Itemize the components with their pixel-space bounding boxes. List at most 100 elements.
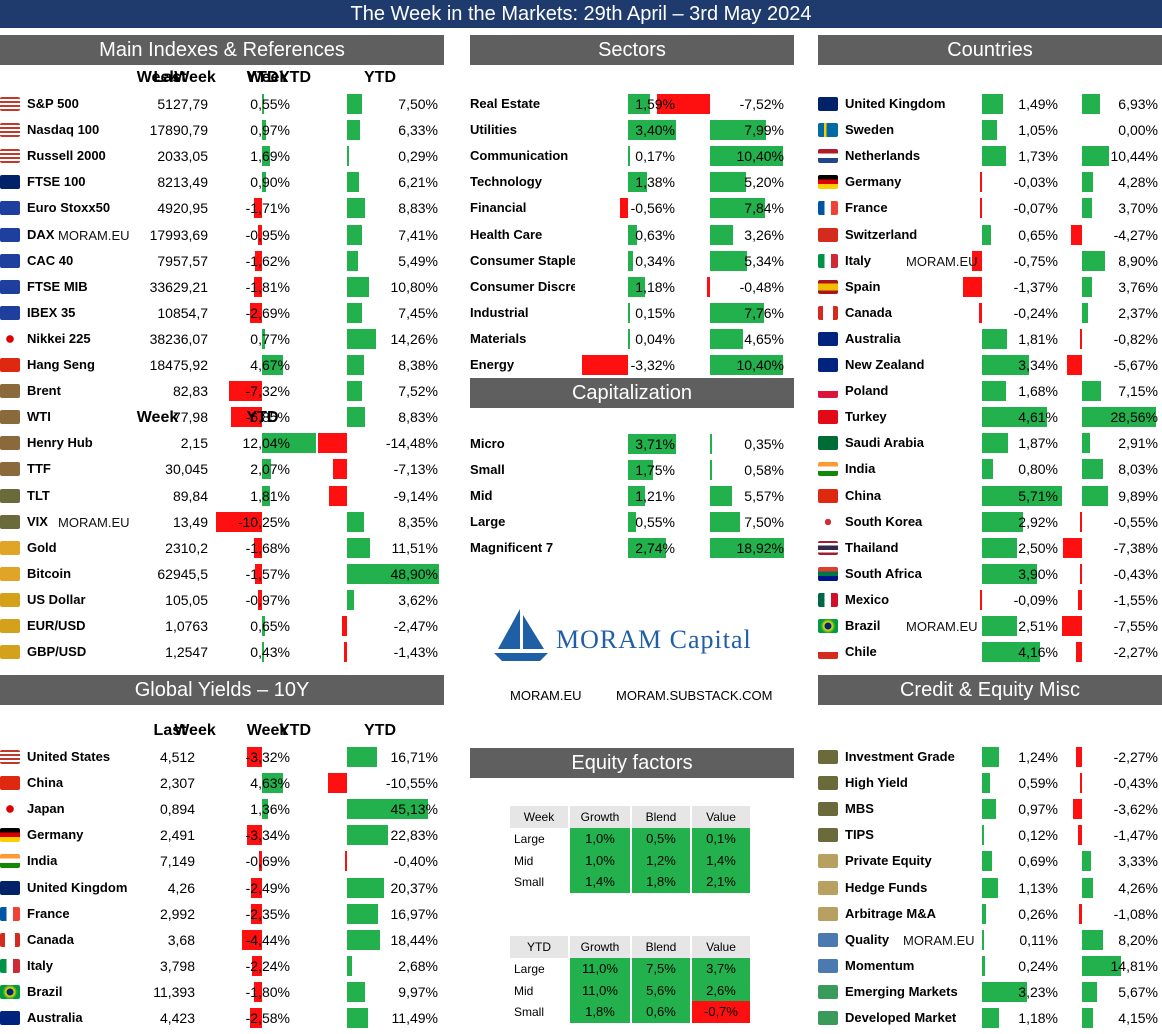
main-row: DAX 17993,69 -0,95% 7,41% MORAM.EU <box>0 223 444 249</box>
week-value: 0,17% <box>635 148 675 165</box>
row-name: Materials <box>470 330 527 346</box>
row-name: New Zealand <box>845 357 925 372</box>
ytd-bar <box>1080 563 1082 584</box>
ytd-value: 6,21% <box>398 174 438 191</box>
coin-icon <box>0 645 20 660</box>
factors-ytd-row-label: Mid <box>514 983 534 998</box>
week-bar <box>980 198 982 219</box>
row-name: CAC 40 <box>27 252 74 268</box>
week-bar <box>262 120 267 141</box>
sectors-row: Energy -3,32% 10,40% <box>470 353 794 379</box>
week-bar <box>249 302 262 323</box>
row-name: DAX <box>27 226 55 242</box>
countries-row: Chile 4,16% -2,27% <box>818 640 1162 666</box>
week-value: 0,59% <box>1018 775 1058 792</box>
countries-row: Italy -0,75% 8,90% MORAM.EU <box>818 249 1162 275</box>
it-icon <box>0 958 20 973</box>
ytd-bar <box>345 851 347 872</box>
ytd-bar <box>1082 250 1106 271</box>
ytd-bar <box>1062 537 1082 558</box>
week-value: -0,97% <box>245 591 290 608</box>
in-icon <box>0 854 20 869</box>
ytd-value: -7,55% <box>1113 618 1158 634</box>
last-value: 13,49 <box>172 513 208 530</box>
watermark: MORAM.EU <box>58 514 130 530</box>
factors-ytd-col-header: Value <box>692 936 750 958</box>
week-bar <box>215 511 262 532</box>
row-name: Consumer Discre <box>470 278 575 294</box>
yields-row: United Kingdom 4,26 -2,49% 20,37% <box>0 876 444 902</box>
ytd-bar <box>347 563 439 584</box>
last-value: 3,798 <box>159 957 195 974</box>
week-bar <box>982 146 1007 167</box>
week-value: 1,18% <box>635 278 675 295</box>
ytd-value: 7,50% <box>398 96 438 112</box>
week-bar <box>982 120 997 141</box>
ytd-bar <box>710 434 712 454</box>
week-bar <box>246 825 262 846</box>
week-bar <box>251 955 262 976</box>
link-substack[interactable]: MORAM.SUBSTACK.COM <box>616 688 773 703</box>
main-row: US Dollar 105,05 -0,97% 3,62% <box>0 588 444 614</box>
ytd-value: 4,28% <box>1118 174 1158 191</box>
last-value: 3,68 <box>167 931 195 948</box>
countries-row: Sweden 1,05% 0,00% <box>818 118 1162 144</box>
last-value: 7,149 <box>159 853 195 870</box>
countries-row: Mexico -0,09% -1,55% <box>818 588 1162 614</box>
week-bar <box>982 224 992 245</box>
countries-row: Brazil 2,51% -7,55% MORAM.EU <box>818 614 1162 640</box>
week-value: 2,92% <box>1018 513 1058 530</box>
ytd-bar <box>347 903 378 924</box>
ytd-value: 20,37% <box>390 879 438 896</box>
ytd-value: 0,58% <box>744 462 784 479</box>
factors-ytd-cell: 2,6% <box>692 979 750 1001</box>
row-name: United Kingdom <box>845 96 946 111</box>
countries-col-week: Week <box>174 69 216 86</box>
link-moram-eu[interactable]: MORAM.EU <box>510 688 582 703</box>
week-bar <box>982 328 1008 349</box>
row-name: Poland <box>845 383 889 399</box>
yields-row: Canada 3,68 -4,44% 18,44% <box>0 928 444 954</box>
week-bar <box>262 172 267 193</box>
factors-ytd-cell: 5,6% <box>632 979 690 1001</box>
last-value: 1,2547 <box>165 644 208 661</box>
eu-icon <box>0 227 20 242</box>
credit-row: TIPS 0,12% -1,47% <box>818 823 1162 849</box>
yields-row: Italy 3,798 -2,24% 2,68% <box>0 954 444 980</box>
week-value: 0,65% <box>1018 226 1058 243</box>
main-row: Nikkei 225 38236,07 0,77% 14,26% <box>0 327 444 353</box>
row-name: Switzerland <box>845 226 918 242</box>
ytd-bar <box>328 485 347 506</box>
ytd-value: 8,35% <box>398 513 438 530</box>
week-value: -0,24% <box>1013 304 1058 321</box>
ytd-value: -7,52% <box>739 96 784 112</box>
ytd-bar <box>1080 773 1082 794</box>
nz-icon <box>818 358 838 372</box>
countries-row: New Zealand 3,34% -5,67% <box>818 353 1162 379</box>
credit-row: Private Equity 0,69% 3,33% <box>818 849 1162 875</box>
last-value: 2,15 <box>180 435 208 452</box>
last-value: 62945,5 <box>157 565 208 582</box>
week-bar <box>262 485 271 506</box>
factors-week-col-header: Growth <box>570 806 630 828</box>
week-value: 1,21% <box>635 488 675 505</box>
sectors-col-ytd: YTD <box>246 69 279 86</box>
week-value: 0,26% <box>1018 905 1058 922</box>
week-bar <box>254 198 262 219</box>
factors-week-row-label: Small <box>514 875 545 889</box>
th-icon <box>818 540 838 555</box>
ytd-bar <box>1080 511 1082 532</box>
oil-icon <box>0 384 20 399</box>
week-value: 0,77% <box>250 330 290 347</box>
pl-icon <box>818 384 838 399</box>
ytd-bar <box>347 825 389 846</box>
sectors-row: Communication 0,17% 10,40% <box>470 144 794 170</box>
week-value: 0,80% <box>1018 461 1058 478</box>
ytd-value: 5,49% <box>398 252 438 269</box>
ytd-bar <box>710 538 784 559</box>
ytd-value: -0,43% <box>1113 565 1158 582</box>
sectors-row: Technology 1,38% 5,20% <box>470 170 794 196</box>
countries-row: Australia 1,81% -0,82% <box>818 327 1162 353</box>
main-row: CAC 40 7957,57 -1,62% 5,49% <box>0 249 444 275</box>
row-name: Emerging Markets <box>845 983 958 999</box>
